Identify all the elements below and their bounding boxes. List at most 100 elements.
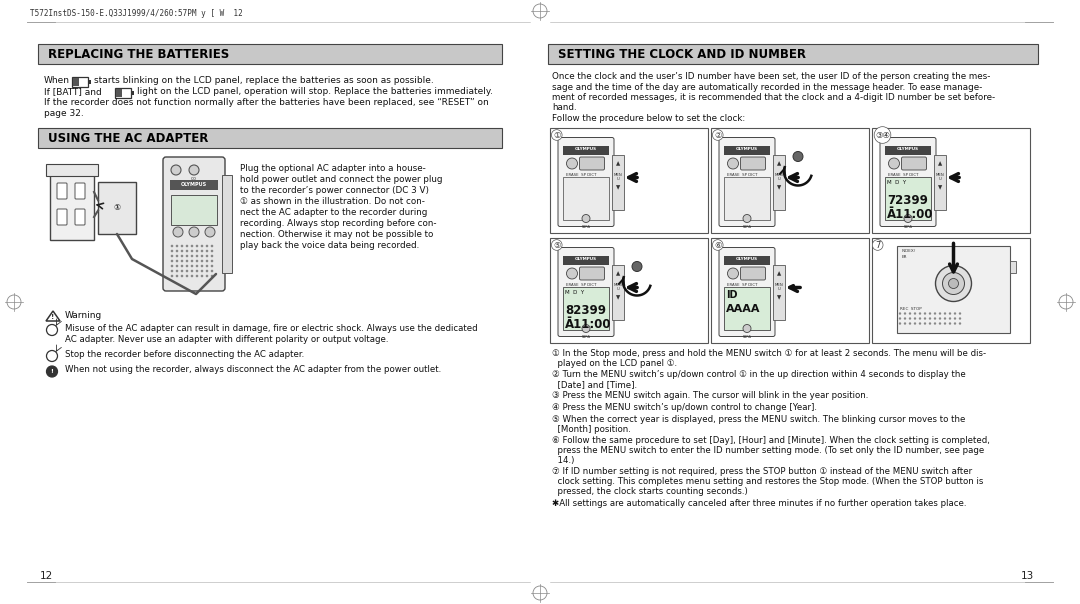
Circle shape — [923, 323, 927, 325]
Circle shape — [171, 270, 173, 272]
Text: MEN
U: MEN U — [613, 173, 622, 181]
FancyBboxPatch shape — [73, 78, 79, 86]
Text: Misuse of the AC adapter can result in damage, fire or electric shock. Always us: Misuse of the AC adapter can result in d… — [65, 324, 477, 333]
Text: ③ Press the MENU switch again. The cursor will blink in the year position.: ③ Press the MENU switch again. The curso… — [552, 391, 868, 400]
FancyBboxPatch shape — [38, 128, 502, 148]
Circle shape — [904, 317, 906, 320]
Circle shape — [176, 245, 178, 247]
Text: Warning: Warning — [65, 311, 103, 320]
Text: MEN
U: MEN U — [613, 283, 622, 291]
Circle shape — [899, 312, 901, 315]
FancyBboxPatch shape — [131, 91, 134, 95]
FancyBboxPatch shape — [38, 44, 502, 64]
FancyBboxPatch shape — [612, 155, 624, 210]
Circle shape — [793, 152, 804, 161]
Text: ▼: ▼ — [777, 185, 781, 190]
Text: ▲: ▲ — [616, 161, 620, 167]
Circle shape — [728, 268, 739, 279]
Circle shape — [959, 312, 961, 315]
Text: M  D  Y: M D Y — [887, 179, 906, 184]
Circle shape — [582, 214, 590, 222]
Text: ▼: ▼ — [616, 295, 620, 301]
Text: clock setting. This completes menu setting and restores the Stop mode. (When the: clock setting. This completes menu setti… — [552, 478, 984, 486]
Circle shape — [191, 255, 193, 257]
Text: Follow the procedure below to set the clock:: Follow the procedure below to set the cl… — [552, 114, 745, 123]
Text: SETTING THE CLOCK AND ID NUMBER: SETTING THE CLOCK AND ID NUMBER — [558, 48, 806, 60]
Text: REPLACING THE BATTERIES: REPLACING THE BATTERIES — [48, 48, 229, 60]
FancyBboxPatch shape — [724, 176, 770, 219]
Circle shape — [173, 227, 183, 237]
Circle shape — [171, 275, 173, 277]
Circle shape — [935, 266, 972, 301]
Circle shape — [211, 270, 214, 272]
Circle shape — [919, 323, 921, 325]
FancyBboxPatch shape — [719, 248, 775, 336]
FancyBboxPatch shape — [872, 237, 1030, 342]
Text: nection. Otherwise it may not be possible to: nection. Otherwise it may not be possibl… — [240, 230, 433, 239]
Circle shape — [201, 249, 203, 252]
Circle shape — [919, 317, 921, 320]
Circle shape — [954, 312, 956, 315]
Circle shape — [205, 260, 208, 262]
Circle shape — [186, 275, 188, 277]
Circle shape — [211, 249, 214, 252]
Text: 12: 12 — [40, 571, 53, 581]
Circle shape — [211, 275, 214, 277]
Circle shape — [195, 255, 199, 257]
Text: 82399: 82399 — [565, 303, 606, 316]
Circle shape — [899, 317, 901, 320]
Circle shape — [186, 265, 188, 268]
Text: OLYMPUS: OLYMPUS — [735, 257, 758, 262]
Circle shape — [191, 260, 193, 262]
Text: played on the LCD panel ①.: played on the LCD panel ①. — [552, 359, 677, 367]
FancyBboxPatch shape — [116, 89, 122, 97]
Text: PARA: PARA — [904, 225, 913, 230]
Circle shape — [205, 275, 208, 277]
Text: If the recorder does not function normally after the batteries have been replace: If the recorder does not function normal… — [44, 98, 489, 107]
FancyBboxPatch shape — [563, 286, 609, 330]
Text: !: ! — [51, 369, 53, 374]
Text: When not using the recorder, always disconnect the AC adapter from the power out: When not using the recorder, always disc… — [65, 365, 442, 374]
Circle shape — [186, 249, 188, 252]
Circle shape — [201, 275, 203, 277]
FancyBboxPatch shape — [1010, 260, 1016, 272]
Circle shape — [195, 275, 199, 277]
Text: ▲: ▲ — [937, 161, 942, 167]
Circle shape — [211, 260, 214, 262]
FancyBboxPatch shape — [75, 209, 85, 225]
Circle shape — [934, 317, 936, 320]
Circle shape — [929, 312, 931, 315]
Circle shape — [171, 265, 173, 268]
FancyBboxPatch shape — [46, 164, 98, 176]
FancyBboxPatch shape — [98, 182, 136, 234]
Circle shape — [582, 324, 590, 332]
Circle shape — [176, 270, 178, 272]
Text: press the MENU switch to enter the ID number setting mode. (To set only the ID n: press the MENU switch to enter the ID nu… — [552, 446, 984, 455]
Circle shape — [186, 245, 188, 247]
Text: ⑥ Follow the same procedure to set [Day], [Hour] and [Minute]. When the clock se: ⑥ Follow the same procedure to set [Day]… — [552, 436, 990, 445]
Circle shape — [743, 214, 751, 222]
Text: PARA: PARA — [581, 225, 591, 230]
FancyBboxPatch shape — [171, 195, 217, 225]
Circle shape — [923, 317, 927, 320]
Text: MEN
U: MEN U — [774, 283, 783, 291]
Text: PARA: PARA — [743, 335, 752, 339]
Circle shape — [908, 323, 912, 325]
FancyBboxPatch shape — [580, 267, 605, 280]
FancyBboxPatch shape — [87, 80, 91, 84]
Text: AAAA: AAAA — [726, 304, 760, 315]
Circle shape — [205, 265, 208, 268]
Text: ② Turn the MENU switch’s up/down control ① in the up direction within 4 seconds : ② Turn the MENU switch’s up/down control… — [552, 370, 966, 379]
Text: ① as shown in the illustration. Do not con-: ① as shown in the illustration. Do not c… — [240, 197, 424, 206]
Circle shape — [171, 165, 181, 175]
Circle shape — [201, 265, 203, 268]
Text: pressed, the clock starts counting seconds.): pressed, the clock starts counting secon… — [552, 487, 747, 496]
Circle shape — [191, 265, 193, 268]
Text: ①: ① — [553, 130, 561, 140]
FancyBboxPatch shape — [711, 237, 869, 342]
Circle shape — [948, 278, 959, 289]
FancyBboxPatch shape — [934, 155, 946, 210]
FancyBboxPatch shape — [885, 176, 931, 219]
Text: ER: ER — [902, 254, 907, 259]
Circle shape — [934, 323, 936, 325]
